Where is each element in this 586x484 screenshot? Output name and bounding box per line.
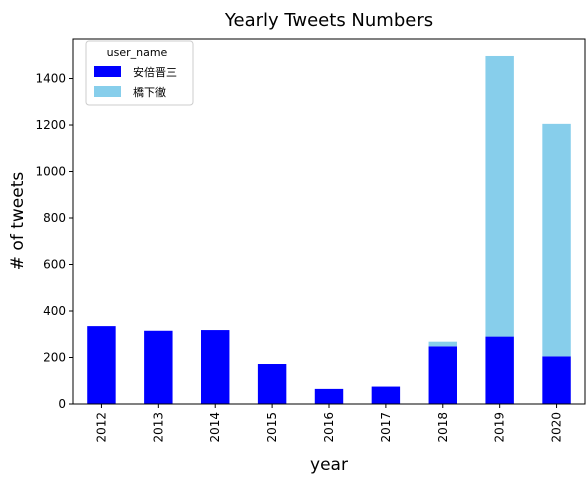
bar-2015-series-1 — [257, 364, 287, 404]
x-axis-title: year — [310, 455, 348, 475]
bar-2019-series-2 — [485, 55, 514, 337]
y-tick-label: 1400 — [35, 72, 66, 86]
bars-group — [87, 55, 571, 404]
x-tick-label: 2020 — [550, 412, 564, 443]
plot-frame — [72, 38, 586, 405]
bar-2014-series-1 — [201, 330, 230, 404]
legend-swatch-series-1 — [94, 66, 121, 77]
x-tick-label: 2016 — [322, 412, 336, 443]
bar-2020-series-1 — [542, 356, 571, 404]
y-axis-ticks: 0 200 400 600 800 1000 1200 1400 — [35, 72, 73, 411]
x-axis-ticks: 2012 2013 2014 2015 2016 2017 2018 2019 2020 — [94, 404, 564, 443]
legend-label-series-2: 橋下徹 — [133, 85, 166, 99]
x-tick-label: 2018 — [436, 412, 450, 443]
x-tick-label: 2017 — [379, 412, 393, 443]
y-tick-label: 1200 — [35, 118, 66, 132]
y-tick-label: 200 — [43, 351, 66, 365]
bar-2020-series-2 — [542, 123, 571, 357]
legend-title: user_name — [107, 46, 168, 59]
bar-2018-series-2 — [428, 341, 457, 347]
x-tick-label: 2013 — [151, 412, 165, 443]
bar-2018-series-1 — [428, 346, 457, 404]
bar-2013-series-1 — [144, 330, 173, 404]
legend: user_name 安倍晋三 橋下徹 — [85, 40, 194, 106]
y-tick-label: 1000 — [35, 165, 66, 179]
x-tick-label: 2019 — [493, 412, 507, 443]
y-tick-label: 800 — [43, 211, 66, 225]
y-tick-label: 400 — [43, 304, 66, 318]
bar-2012-series-1 — [87, 326, 116, 404]
x-tick-label: 2012 — [94, 412, 108, 443]
y-axis-title: # of tweets — [8, 172, 28, 271]
y-tick-label: 0 — [58, 397, 66, 411]
bar-2017-series-1 — [371, 386, 401, 404]
x-tick-label: 2014 — [208, 412, 222, 443]
x-tick-label: 2015 — [265, 412, 279, 443]
chart-title: Yearly Tweets Numbers — [224, 10, 433, 31]
bar-2019-series-1 — [485, 336, 514, 404]
bar-2016-series-1 — [314, 388, 344, 404]
y-tick-label: 600 — [43, 258, 66, 272]
legend-label-series-1: 安倍晋三 — [133, 65, 177, 79]
legend-swatch-series-2 — [94, 86, 121, 97]
